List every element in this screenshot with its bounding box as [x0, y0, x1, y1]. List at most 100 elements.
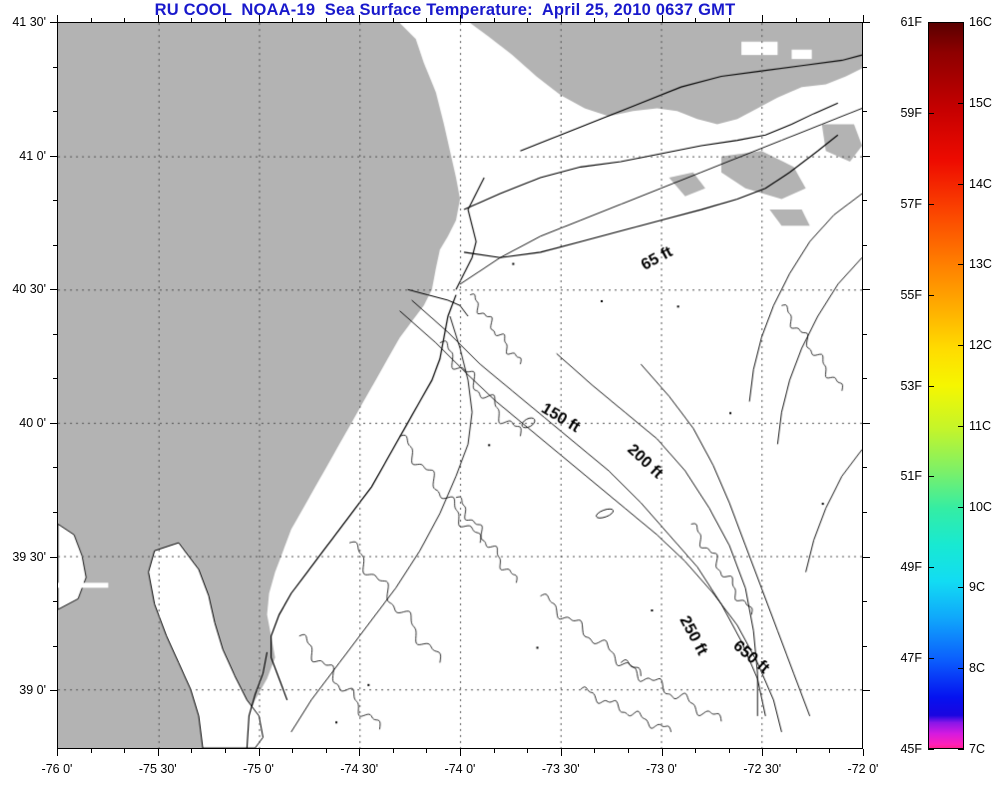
sst-map-canvas[interactable]: [58, 23, 862, 748]
y-tick-major: [863, 556, 870, 558]
x-tick-major: [258, 15, 260, 22]
y-tick-minor: [53, 512, 57, 514]
colorbar-label-fahrenheit: 49F: [900, 560, 922, 575]
x-tick-minor: [292, 749, 294, 753]
x-tick-minor: [594, 18, 596, 22]
x-axis-label: -75 30': [138, 762, 177, 776]
x-axis-label: -76 0': [41, 762, 73, 776]
x-tick-minor: [493, 18, 495, 22]
x-tick-minor: [90, 18, 92, 22]
y-tick-major: [50, 556, 57, 558]
colorbar-tick-c: [958, 506, 964, 508]
colorbar-tick-f: [928, 385, 934, 387]
x-tick-major: [762, 749, 764, 756]
y-tick-minor: [863, 512, 867, 514]
y-tick-minor: [53, 378, 57, 380]
x-tick-minor: [695, 749, 697, 753]
x-tick-minor: [292, 18, 294, 22]
colorbar-label-fahrenheit: 53F: [900, 378, 922, 393]
y-tick-minor: [863, 66, 867, 68]
page-title: RU COOL NOAA-19 Sea Surface Temperature:…: [154, 1, 736, 19]
y-tick-major: [50, 155, 57, 157]
colorbar-tick-c: [958, 183, 964, 185]
x-tick-major: [863, 749, 864, 756]
x-tick-major: [661, 749, 663, 756]
colorbar-tick-f: [928, 294, 934, 296]
x-tick-minor: [224, 18, 226, 22]
colorbar-label-celsius: 15C: [969, 95, 992, 110]
x-tick-minor: [829, 749, 831, 753]
x-tick-major: [863, 15, 864, 22]
colorbar-tick-f: [928, 203, 934, 205]
colorbar-tick-f: [928, 22, 934, 23]
colorbar-label-fahrenheit: 51F: [900, 469, 922, 484]
y-tick-minor: [863, 378, 867, 380]
colorbar-tick-c: [958, 749, 964, 750]
colorbar-tick-c: [958, 102, 964, 104]
x-tick-major: [258, 749, 260, 756]
colorbar-tick-c: [958, 668, 964, 670]
x-axis-label: -72 30': [743, 762, 782, 776]
y-tick-major: [863, 155, 870, 157]
x-tick-minor: [426, 18, 428, 22]
x-axis-label: -75 0': [243, 762, 274, 776]
y-tick-minor: [53, 601, 57, 603]
y-tick-minor: [863, 601, 867, 603]
colorbar-label-celsius: 16C: [969, 15, 992, 29]
colorbar-tick-f: [928, 749, 934, 750]
y-tick-minor: [863, 111, 867, 113]
colorbar-label-fahrenheit: 45F: [900, 742, 922, 756]
y-tick-minor: [863, 333, 867, 335]
y-tick-minor: [53, 467, 57, 469]
colorbar-label-fahrenheit: 55F: [900, 287, 922, 302]
y-tick-major: [863, 289, 870, 291]
y-tick-major: [50, 289, 57, 291]
x-tick-minor: [325, 18, 327, 22]
x-tick-minor: [829, 18, 831, 22]
x-tick-major: [57, 749, 58, 756]
y-axis-label: 40 30': [12, 282, 46, 297]
x-tick-minor: [392, 18, 394, 22]
y-tick-major: [863, 22, 870, 23]
x-tick-minor: [124, 749, 126, 753]
x-tick-major: [157, 749, 159, 756]
x-axis-label: -73 0': [646, 762, 677, 776]
colorbar-label-celsius: 13C: [969, 257, 992, 272]
colorbar-tick-c: [958, 587, 964, 589]
colorbar-label-celsius: 10C: [969, 499, 992, 514]
x-axis-label: -73 30': [541, 762, 580, 776]
x-tick-major: [157, 15, 159, 22]
colorbar-tick-f: [928, 567, 934, 569]
x-tick-minor: [795, 749, 797, 753]
x-axis-label: -74 30': [340, 762, 379, 776]
colorbar-label-fahrenheit: 47F: [900, 651, 922, 666]
x-tick-minor: [527, 18, 529, 22]
x-tick-minor: [426, 749, 428, 753]
y-tick-minor: [53, 333, 57, 335]
y-tick-major: [50, 22, 57, 23]
colorbar-label-celsius: 11C: [969, 418, 992, 433]
x-tick-minor: [627, 18, 629, 22]
y-tick-minor: [53, 200, 57, 202]
colorbar-label-fahrenheit: 57F: [900, 196, 922, 211]
colorbar-tick-f: [928, 658, 934, 660]
x-axis-label: -74 0': [444, 762, 476, 776]
x-tick-major: [560, 15, 562, 22]
x-tick-major: [359, 749, 361, 756]
colorbar-tick-c: [958, 425, 964, 427]
y-tick-major: [863, 690, 870, 692]
colorbar-label-celsius: 7C: [969, 742, 985, 756]
y-axis-label: 39 0': [19, 683, 46, 698]
x-tick-minor: [325, 749, 327, 753]
y-tick-minor: [53, 111, 57, 113]
y-axis-label: 40 0': [19, 415, 46, 430]
colorbar-label-fahrenheit: 61F: [900, 15, 922, 29]
y-tick-major: [863, 422, 870, 424]
x-tick-minor: [695, 18, 697, 22]
map-plot-area[interactable]: [57, 22, 863, 749]
y-axis-label: 41 30': [12, 15, 46, 29]
colorbar-label-fahrenheit: 59F: [900, 105, 922, 120]
x-tick-minor: [728, 18, 730, 22]
y-tick-major: [50, 422, 57, 424]
x-tick-minor: [493, 749, 495, 753]
